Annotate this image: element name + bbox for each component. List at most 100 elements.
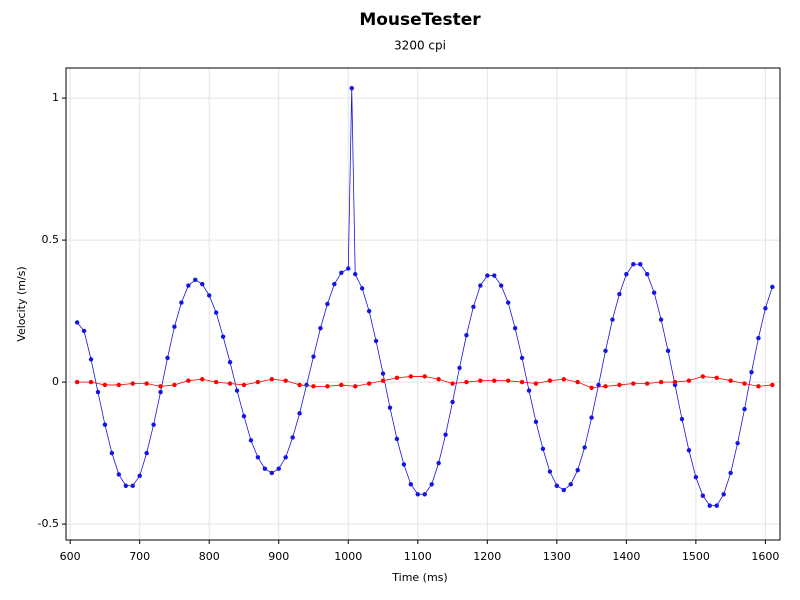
- data-point: [346, 266, 351, 271]
- data-point: [220, 334, 226, 339]
- data-point: [123, 483, 128, 488]
- data-point: [749, 369, 754, 375]
- data-point: [130, 483, 135, 488]
- data-point: [207, 293, 212, 298]
- x-tick-label: 1300: [543, 550, 571, 563]
- data-point: [645, 381, 650, 386]
- data-point: [74, 379, 80, 385]
- data-point: [512, 325, 518, 331]
- data-point: [401, 462, 407, 467]
- x-tick-label: 800: [199, 550, 220, 563]
- data-point: [554, 483, 560, 488]
- data-point: [721, 492, 726, 497]
- data-point: [492, 378, 497, 383]
- data-point: [353, 271, 358, 277]
- data-point: [436, 377, 441, 382]
- data-point: [408, 374, 414, 379]
- plot-frame: [65, 67, 781, 541]
- data-point: [88, 357, 94, 362]
- data-point: [533, 419, 539, 425]
- x-axis-label: Time (ms): [391, 571, 447, 584]
- y-tick-label: 0: [52, 375, 59, 388]
- y-axis-label: Velocity (m/s): [15, 266, 28, 341]
- data-point: [241, 382, 247, 388]
- data-point: [95, 389, 101, 395]
- data-point: [443, 432, 448, 437]
- data-point: [297, 382, 302, 388]
- data-point: [519, 355, 525, 361]
- data-point: [130, 381, 135, 386]
- data-point: [568, 482, 573, 487]
- data-point: [457, 365, 462, 371]
- data-point: [533, 381, 539, 386]
- data-point: [366, 381, 372, 386]
- data-point: [269, 470, 274, 476]
- data-point: [735, 440, 740, 446]
- data-point: [686, 378, 692, 383]
- x-tick-label: 700: [129, 550, 150, 563]
- data-point: [394, 375, 400, 381]
- data-point: [478, 283, 483, 288]
- data-point: [505, 300, 511, 305]
- data-point: [116, 382, 122, 388]
- data-point: [450, 381, 455, 386]
- data-point: [540, 446, 546, 452]
- data-point: [144, 450, 149, 456]
- data-point: [631, 381, 636, 386]
- data-point: [728, 470, 733, 476]
- x-tick-label: 1000: [334, 550, 362, 563]
- data-point: [311, 384, 316, 389]
- data-point: [589, 415, 594, 420]
- data-point: [478, 378, 483, 383]
- data-point: [325, 384, 330, 389]
- data-point: [429, 482, 434, 487]
- data-point: [283, 455, 288, 460]
- data-point: [387, 405, 393, 410]
- data-point: [575, 467, 580, 473]
- data-point: [262, 466, 268, 471]
- data-point: [763, 306, 768, 311]
- data-point: [492, 273, 497, 278]
- data-point: [158, 384, 163, 389]
- data-point: [547, 378, 553, 383]
- data-point: [603, 384, 608, 389]
- data-point: [415, 492, 420, 497]
- data-point: [742, 406, 747, 412]
- data-point: [756, 335, 761, 341]
- data-point: [464, 333, 469, 338]
- data-point: [631, 262, 636, 267]
- data-point: [349, 85, 354, 91]
- data-point: [227, 381, 233, 386]
- data-point: [144, 381, 149, 386]
- data-point: [151, 422, 156, 427]
- data-point: [213, 310, 219, 315]
- data-point: [686, 448, 692, 453]
- data-point: [172, 324, 177, 329]
- data-point: [714, 503, 719, 508]
- data-point: [770, 284, 775, 290]
- data-point: [596, 382, 601, 388]
- data-point: [617, 291, 622, 297]
- data-point: [638, 262, 643, 267]
- data-point: [165, 355, 170, 361]
- data-point: [186, 378, 191, 383]
- data-point: [81, 328, 87, 334]
- data-point: [561, 377, 566, 382]
- x-tick-label: 900: [268, 550, 289, 563]
- data-point: [582, 445, 587, 450]
- data-point: [213, 379, 219, 385]
- data-point: [700, 493, 706, 498]
- chart-title: MouseTester: [359, 10, 481, 30]
- data-point: [116, 472, 122, 477]
- data-point: [603, 348, 608, 354]
- x-tick-label: 1600: [751, 550, 779, 563]
- data-point: [665, 348, 671, 354]
- data-point: [436, 460, 441, 466]
- chart-subtitle: 3200 cpi: [394, 39, 446, 53]
- data-point: [269, 377, 274, 382]
- y-tick-label: 0.5: [42, 233, 60, 246]
- data-point: [526, 388, 532, 393]
- data-point: [450, 399, 455, 405]
- data-point: [318, 325, 323, 331]
- data-point: [408, 482, 414, 487]
